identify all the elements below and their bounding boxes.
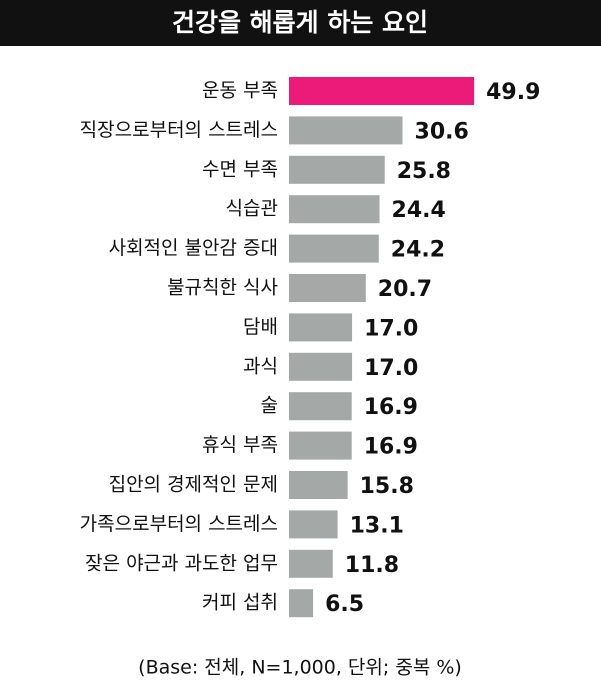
category-label: 과식 [243, 355, 278, 377]
category-label: 수면 부족 [202, 158, 278, 180]
bar [289, 313, 353, 342]
value-label: 17.0 [364, 356, 418, 381]
value-label: 25.8 [397, 159, 451, 184]
bar [289, 510, 338, 539]
category-label: 술 [261, 395, 278, 417]
bar [289, 77, 475, 105]
value-label: 30.6 [415, 119, 469, 144]
bar [289, 589, 314, 618]
category-label: 담배 [243, 316, 278, 338]
bar [289, 549, 333, 578]
bar [289, 274, 366, 302]
bar [289, 195, 380, 224]
category-label: 식습관 [226, 198, 278, 220]
category-label: 운동 부족 [202, 80, 278, 102]
footnote: (Base: 전체, N=1,000, 단위; 중복 %) [138, 657, 462, 679]
category-label: 사회적인 불안감 증대 [109, 237, 278, 259]
category-label: 잦은 야근과 과도한 업무 [85, 552, 278, 574]
value-label: 11.8 [345, 553, 399, 578]
value-label: 13.1 [350, 513, 404, 538]
value-label: 24.4 [392, 198, 446, 223]
category-label: 가족으로부터의 스트레스 [80, 513, 278, 535]
title-bar [0, 0, 601, 46]
value-label: 49.9 [486, 80, 540, 105]
bar [289, 116, 403, 145]
value-label: 15.8 [360, 474, 414, 499]
bar [289, 431, 352, 460]
category-label: 커피 섭취 [202, 592, 278, 614]
bar [289, 155, 385, 184]
value-label: 17.0 [364, 316, 418, 341]
value-label: 24.2 [391, 238, 445, 263]
value-label: 16.9 [364, 435, 418, 460]
bar [289, 352, 353, 381]
chart-title: 건강을 해롭게 하는 요인 [172, 8, 428, 37]
bar [289, 471, 348, 499]
bar [289, 234, 379, 263]
category-label: 불규칙한 식사 [167, 277, 278, 299]
category-label: 직장으로부터의 스트레스 [80, 119, 278, 141]
bar [289, 392, 352, 421]
value-label: 16.9 [364, 395, 418, 420]
category-label: 집안의 경제적인 문제 [109, 474, 278, 496]
value-label: 20.7 [378, 277, 432, 302]
value-label: 6.5 [325, 592, 364, 617]
category-label: 휴식 부족 [202, 434, 278, 456]
